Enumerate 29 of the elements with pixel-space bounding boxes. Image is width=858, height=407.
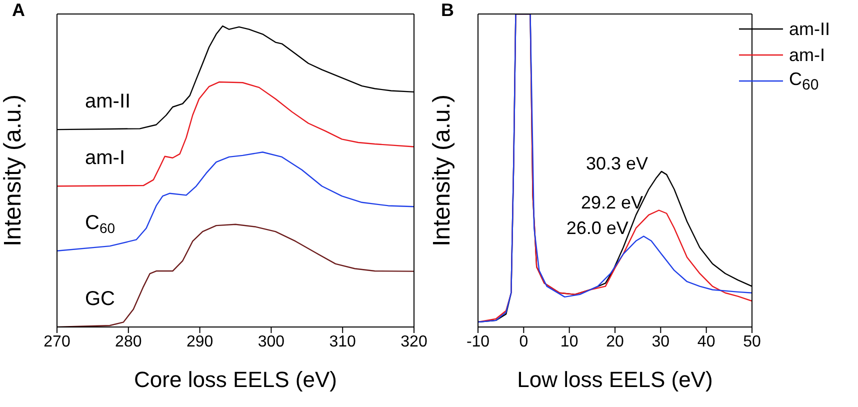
series-label: am-I — [85, 147, 125, 170]
x-tick-label: 10 — [560, 333, 578, 350]
x-tick-label: 30 — [652, 333, 670, 350]
chart-title: A — [12, 0, 25, 21]
x-tick-label: 280 — [115, 333, 142, 350]
legend-label: C$_{60}$ — [788, 68, 819, 94]
annotation: 29.2 eV — [580, 192, 644, 212]
x-tick-label: 40 — [697, 333, 716, 350]
y-axis-title: Intensity (a.u.) — [0, 94, 27, 247]
series-label: GC — [85, 288, 115, 310]
x-tick-label: 290 — [186, 333, 214, 350]
annotation: 26.0 eV — [566, 218, 628, 238]
x-axis-title: Core loss EELS (eV) — [134, 367, 337, 392]
y-axis-title: Intensity (a.u.) — [428, 94, 456, 247]
legend-label: am-I — [788, 44, 825, 66]
x-tick-label: 270 — [44, 333, 70, 350]
x-axis-title: Low loss EELS (eV) — [517, 367, 713, 392]
x-tick-label: -10 — [466, 333, 490, 350]
x-tick-label: 320 — [400, 333, 428, 350]
annotation: 30.3 eV — [586, 153, 648, 174]
x-tick-label: 0 — [519, 333, 528, 350]
legend-label: am-II — [788, 18, 830, 40]
chart-title: B — [441, 0, 454, 21]
x-tick-label: 310 — [329, 333, 356, 350]
x-tick-label: 300 — [258, 333, 285, 350]
x-tick-label: 20 — [606, 333, 624, 350]
x-tick-label: 50 — [743, 333, 761, 350]
series-label: C$_{60}$ — [85, 212, 116, 236]
series-label: am-II — [85, 90, 131, 113]
